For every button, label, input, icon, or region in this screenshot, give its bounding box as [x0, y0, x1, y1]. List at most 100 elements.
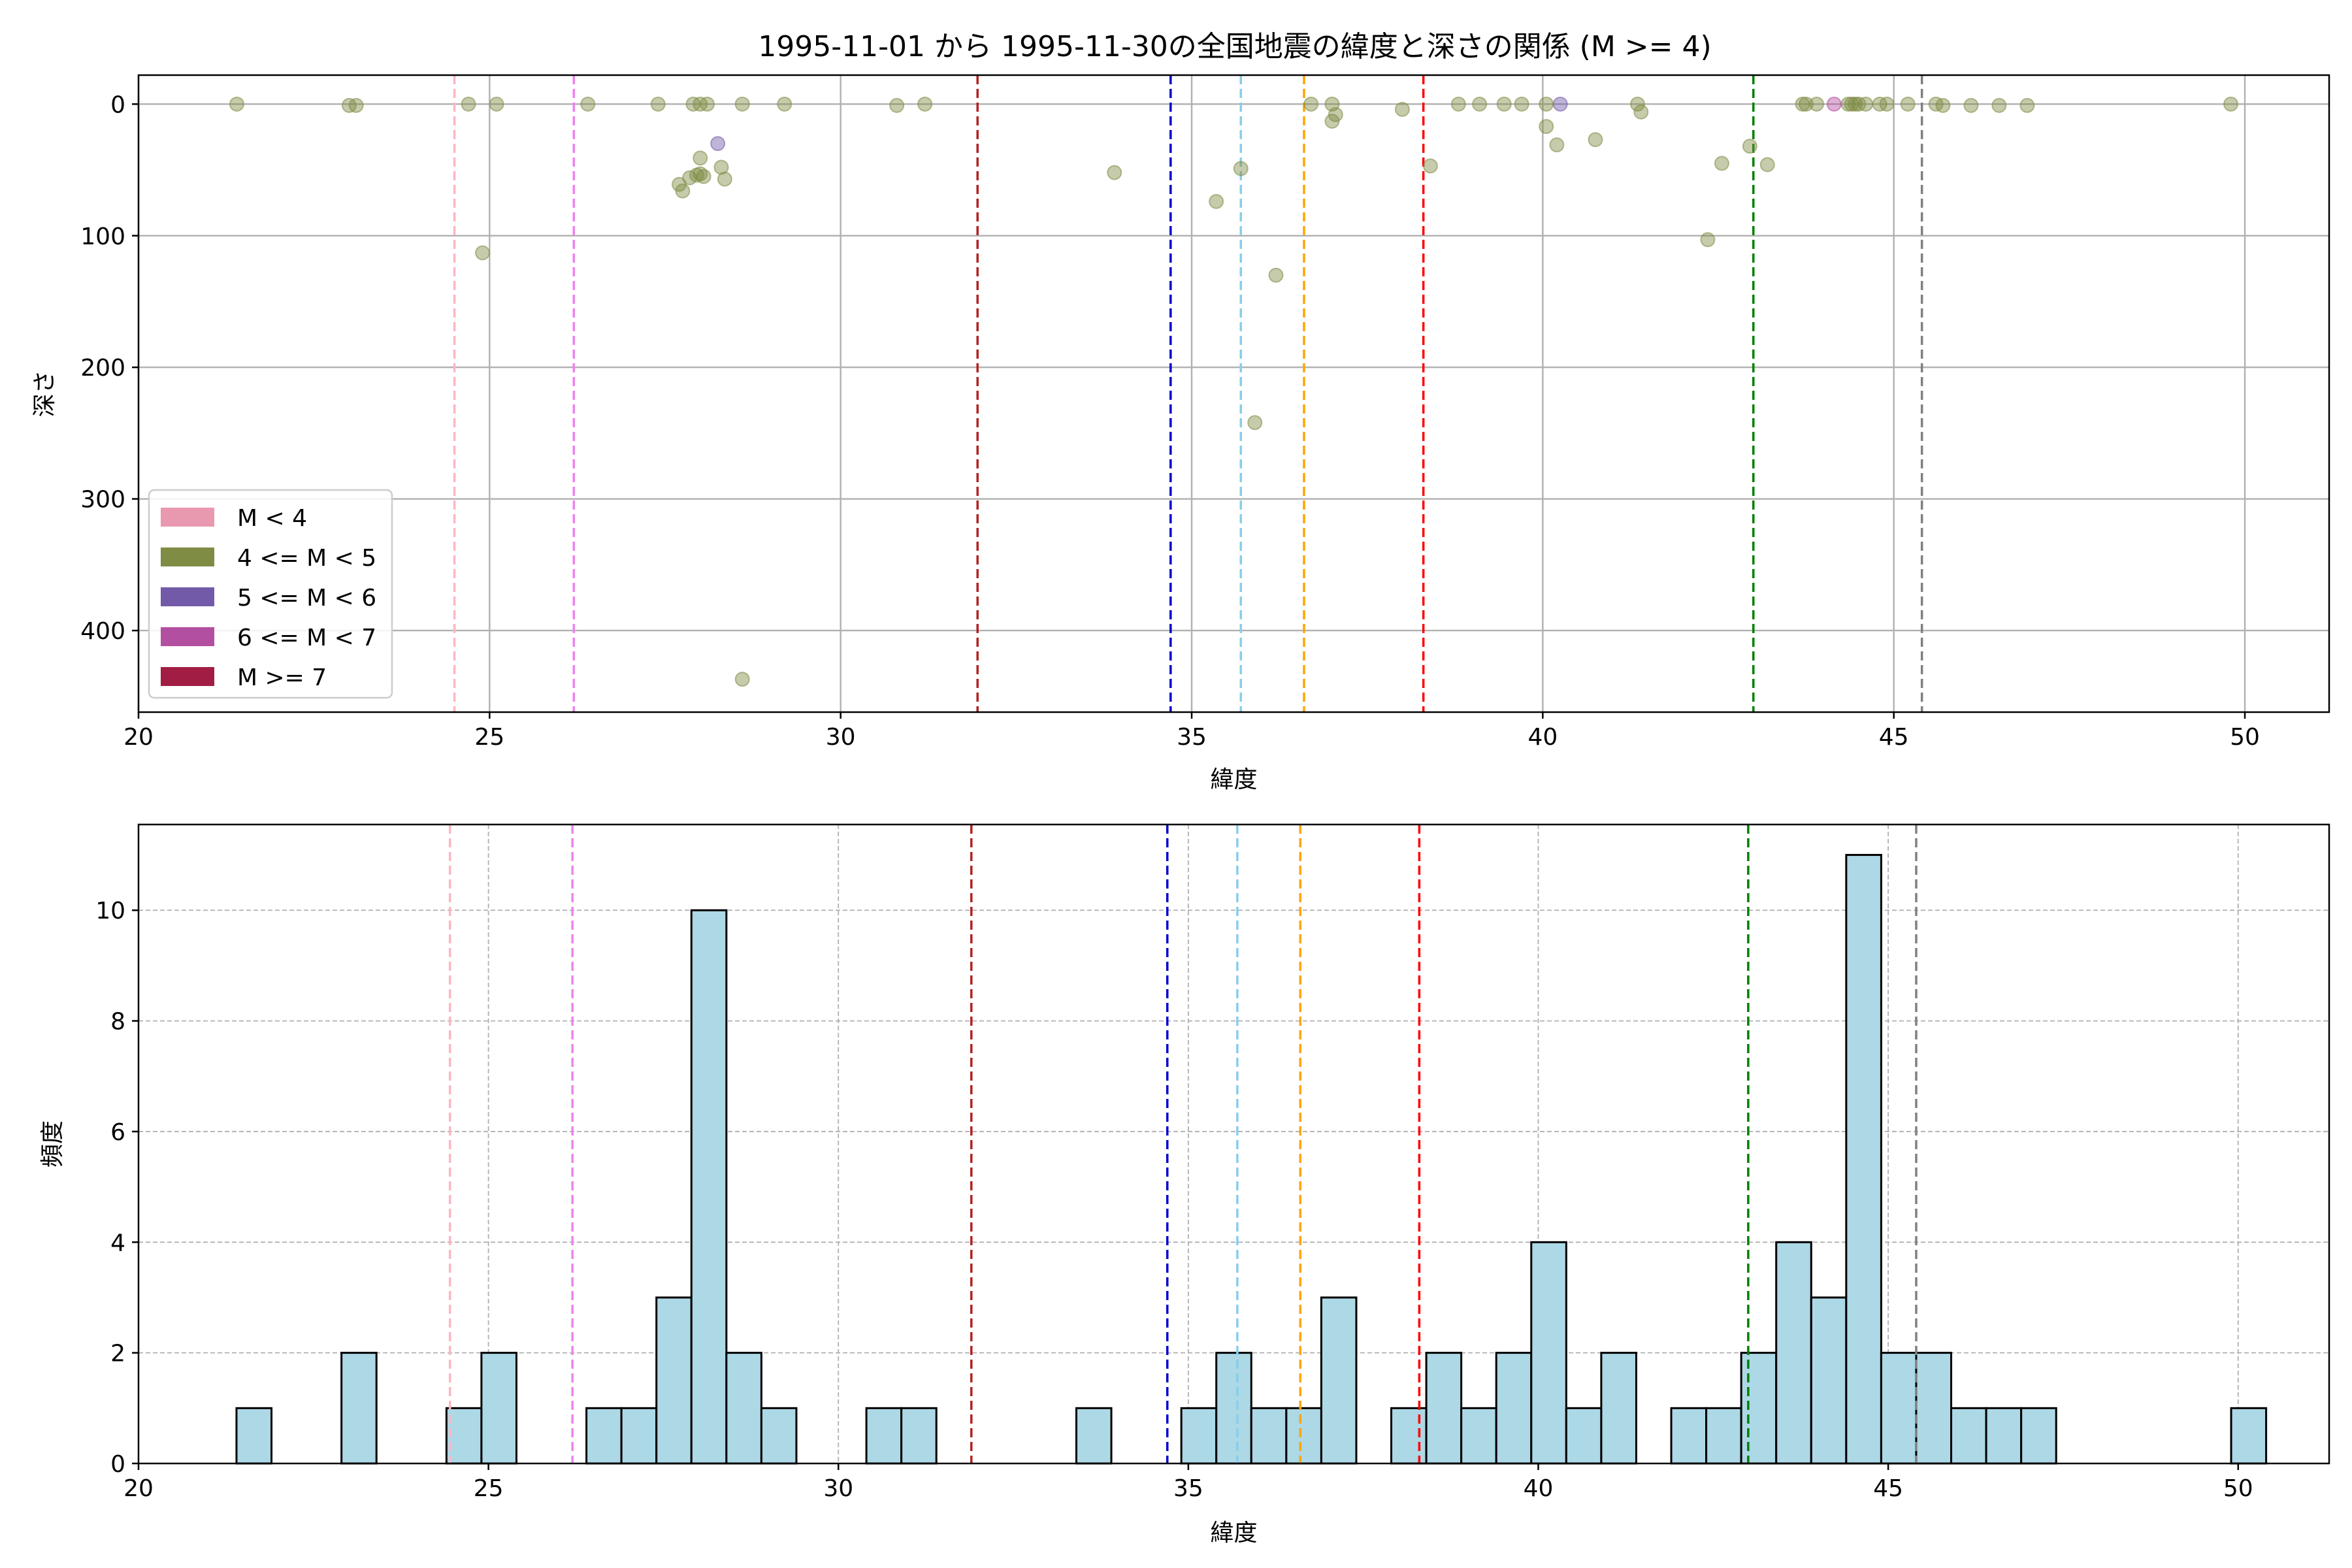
scatter-point: [1394, 101, 1410, 117]
scatter-point: [229, 96, 244, 112]
histogram-bar: [1530, 1241, 1567, 1465]
histogram-bar: [235, 1407, 273, 1465]
scatter-point: [889, 97, 905, 113]
scatter-point: [1472, 96, 1488, 112]
scatter-point: [1963, 97, 1979, 113]
y-tick-label: 200: [80, 355, 125, 382]
scatter-point: [1268, 267, 1284, 283]
legend-swatch: [161, 587, 214, 606]
scatter-point: [693, 150, 708, 166]
histogram-bar: [1950, 1407, 1987, 1465]
scatter-point: [1328, 106, 1343, 122]
y-tick-label: 2: [110, 1341, 125, 1367]
scatter-point: [1588, 132, 1603, 148]
histogram-panel: 20 25 30 35 40 45 50 0 2 4 6 8 10 緯度 頻度: [39, 823, 2330, 1546]
scatter-point: [1858, 96, 1874, 112]
scatter-panel: 20 25 30 35 40 45 50 0 100 200 300 400 緯度 深さ M < 4 4 <=…: [31, 74, 2330, 793]
histogram-bar: [1705, 1407, 1742, 1465]
y-tick-label: 0: [110, 91, 125, 118]
x-axis-label: 緯度: [1210, 1520, 1257, 1546]
histogram-bar: [1880, 1352, 1918, 1465]
scatter-point: [1539, 96, 1554, 112]
scatter-point: [1759, 157, 1775, 172]
legend-label: 4 <= M < 5: [237, 545, 376, 572]
histogram-bar: [1565, 1407, 1603, 1465]
histogram-bar: [1810, 1296, 1848, 1465]
histogram-bar: [1775, 1241, 1812, 1465]
scatter-point: [1742, 139, 1757, 154]
scatter-point: [696, 169, 711, 184]
x-tick-label: 35: [1177, 724, 1207, 751]
scatter-point: [1233, 161, 1249, 176]
axes-frame: [137, 74, 2330, 713]
histogram-bar: [2230, 1407, 2268, 1465]
y-axis-label: 深さ: [31, 370, 58, 417]
y-tick-label: 10: [95, 898, 125, 924]
histogram-bar: [585, 1407, 623, 1465]
histogram-bar: [900, 1407, 938, 1465]
legend-label: 5 <= M < 6: [237, 585, 376, 612]
x-tick-label: 35: [1173, 1475, 1203, 1502]
histogram-bar: [1460, 1407, 1497, 1465]
y-axis-label: 頻度: [39, 1120, 66, 1168]
histogram-bar: [1425, 1352, 1463, 1465]
x-tick-label: 20: [123, 1475, 154, 1502]
histogram-bar: [725, 1352, 762, 1465]
x-tick-label: 45: [1873, 1475, 1903, 1502]
histogram-bar: [1740, 1352, 1778, 1465]
histogram-bar: [1075, 1407, 1113, 1465]
x-tick-label: 40: [1524, 1475, 1554, 1502]
histogram-bar: [1180, 1407, 1218, 1465]
scatter-point: [1808, 96, 1824, 112]
legend-swatch: [161, 547, 214, 566]
histogram-bar: [1215, 1352, 1252, 1465]
scatter-point: [1826, 96, 1842, 112]
scatter-point: [1879, 96, 1895, 112]
x-axis-label: 緯度: [1210, 766, 1257, 793]
histogram-bar: [445, 1407, 483, 1465]
x-tick-label: 30: [826, 724, 856, 751]
scatter-point: [1629, 96, 1645, 112]
scatter-point: [475, 245, 491, 261]
scatter-point: [710, 136, 726, 152]
legend-swatch: [161, 667, 214, 686]
y-tick-label: 6: [110, 1119, 125, 1146]
scatter-point: [1422, 158, 1438, 174]
histogram-bar: [1845, 854, 1882, 1465]
histogram-bar: [480, 1352, 517, 1465]
scatter-point: [1514, 96, 1529, 112]
y-tick-label: 400: [80, 618, 125, 645]
y-tick-label: 100: [80, 223, 125, 250]
scatter-point: [461, 96, 476, 112]
scatter-point: [734, 96, 750, 112]
x-tick-label: 45: [1879, 724, 1909, 751]
histogram-bar: [1495, 1352, 1533, 1465]
scatter-point: [1450, 96, 1466, 112]
scatter-point: [1991, 97, 2007, 113]
scatter-point: [1714, 155, 1729, 171]
scatter-point: [348, 97, 364, 113]
scatter-point: [1633, 104, 1649, 120]
histogram-bar: [1915, 1352, 1953, 1465]
scatter-point: [675, 183, 691, 199]
x-tick-label: 50: [2223, 1475, 2253, 1502]
histogram-bar: [1250, 1407, 1288, 1465]
legend-swatch: [161, 508, 214, 527]
scatter-point: [1549, 137, 1565, 153]
scatter-point: [580, 96, 596, 112]
scatter-point: [917, 96, 933, 112]
scatter-point: [717, 171, 732, 187]
scatter-point: [713, 159, 729, 175]
histogram-bar: [655, 1296, 693, 1465]
scatter-point: [1496, 96, 1512, 112]
scatter-point: [1935, 97, 1951, 113]
scatter-point: [1798, 96, 1814, 112]
legend-label: M >= 7: [237, 664, 327, 691]
histogram-bar: [760, 1407, 798, 1465]
histogram-bar: [340, 1352, 378, 1465]
scatter-point: [777, 96, 792, 112]
x-tick-label: 25: [474, 724, 504, 751]
y-tick-label: 0: [110, 1451, 125, 1478]
